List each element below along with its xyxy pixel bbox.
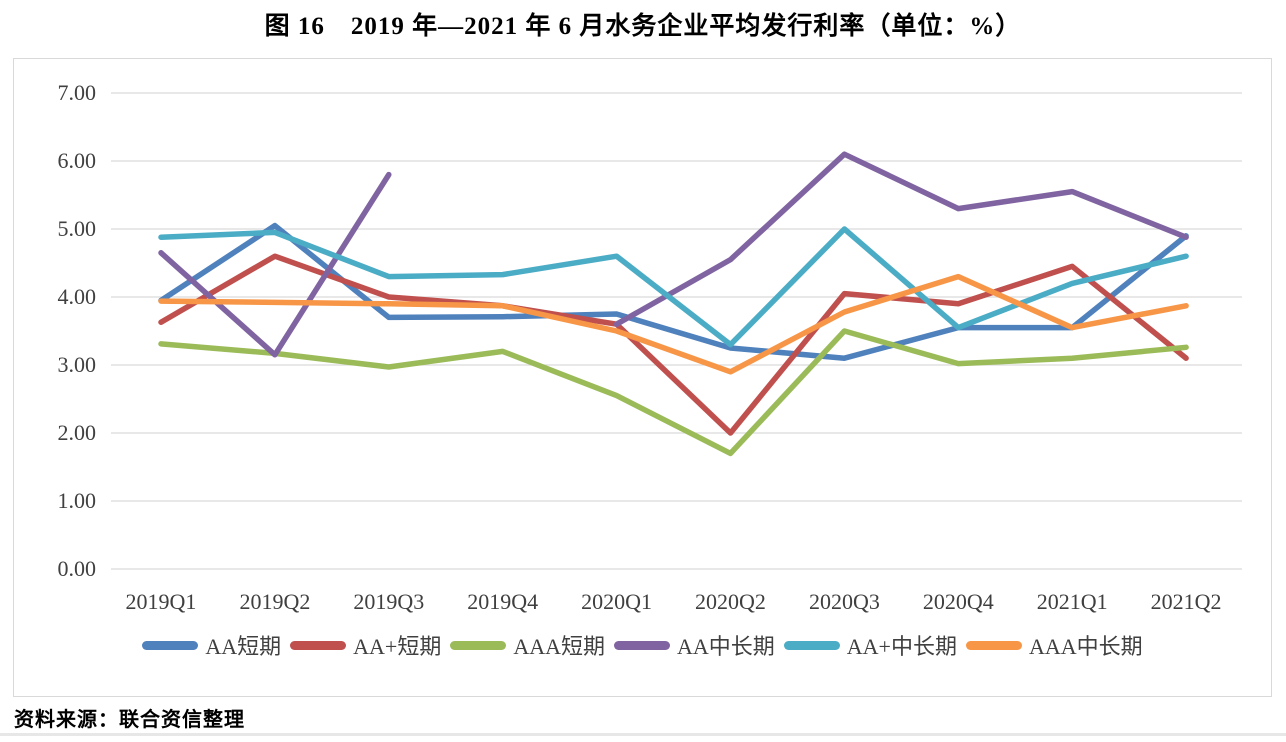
legend-swatch-icon xyxy=(290,640,347,650)
legend-item-AA短期: AA短期 xyxy=(142,629,281,661)
legend-label: AAA中长期 xyxy=(1028,634,1143,659)
y-tick-label: 5.00 xyxy=(58,216,97,241)
legend-item-AAA短期: AAA短期 xyxy=(450,629,605,661)
x-tick-label: 2020Q4 xyxy=(923,589,994,614)
y-tick-label: 3.00 xyxy=(58,352,97,377)
legend-label: AA短期 xyxy=(205,634,282,659)
legend-item-AA中长期: AA中长期 xyxy=(614,629,775,661)
series-line-AA短期 xyxy=(158,222,1189,361)
x-tick-label: 2019Q3 xyxy=(353,589,424,614)
legend-swatch-icon xyxy=(965,640,1022,650)
chart-title: 图 16 2019 年—2021 年 6 月水务企业平均发行利率（单位：%） xyxy=(264,13,1022,40)
legend-label: AA中长期 xyxy=(677,634,775,659)
chart-legend: AA短期 AA+短期 AAA短期 AA中长期 AA+中长期 AAA中长期 xyxy=(14,629,1271,661)
y-tick-label: 1.00 xyxy=(58,488,97,513)
series-line-AA+短期 xyxy=(158,253,1189,436)
legend-swatch-icon xyxy=(614,640,670,650)
y-tick-label: 6.00 xyxy=(58,148,97,173)
line-chart-plot: 0.00 1.00 2.00 3.00 4.00 5.00 6.00 7.00 2019Q1 20… xyxy=(58,80,1242,614)
x-tick-label: 2019Q1 xyxy=(126,589,197,614)
x-tick-label: 2020Q2 xyxy=(695,589,766,614)
series-line-AA中长期 xyxy=(158,151,1189,358)
x-tick-label: 2021Q1 xyxy=(1037,589,1108,614)
x-tick-label: 2019Q4 xyxy=(467,589,538,614)
legend-item-AAA中长期: AAA中长期 xyxy=(965,629,1143,661)
legend-swatch-icon xyxy=(783,640,840,650)
y-tick-label: 7.00 xyxy=(58,80,97,105)
legend-label: AA+短期 xyxy=(353,634,442,659)
page-divider xyxy=(0,733,1286,736)
legend-item-AA+中长期: AA+中长期 xyxy=(783,629,957,661)
y-tick-label: 4.00 xyxy=(58,284,97,309)
x-tick-label: 2020Q1 xyxy=(581,589,652,614)
legend-swatch-icon xyxy=(142,640,199,650)
series-line-AAA短期 xyxy=(158,328,1189,457)
chart-frame: 0.00 1.00 2.00 3.00 4.00 5.00 6.00 7.00 2019Q1 20… xyxy=(13,58,1272,697)
legend-swatch-icon xyxy=(450,640,507,650)
legend-label: AAA短期 xyxy=(513,634,605,659)
x-tick-label: 2021Q2 xyxy=(1151,589,1222,614)
series-line-AAA中长期 xyxy=(158,273,1189,375)
legend-label: AA+中长期 xyxy=(846,634,957,659)
series-line-AA+中长期 xyxy=(158,226,1189,348)
x-tick-label: 2020Q3 xyxy=(809,589,880,614)
x-tick-label: 2019Q2 xyxy=(239,589,310,614)
source-note: 资料来源：联合资信整理 xyxy=(14,709,245,731)
y-tick-label: 2.00 xyxy=(58,420,97,445)
y-tick-label: 0.00 xyxy=(58,556,97,581)
legend-item-AA+短期: AA+短期 xyxy=(290,629,441,661)
